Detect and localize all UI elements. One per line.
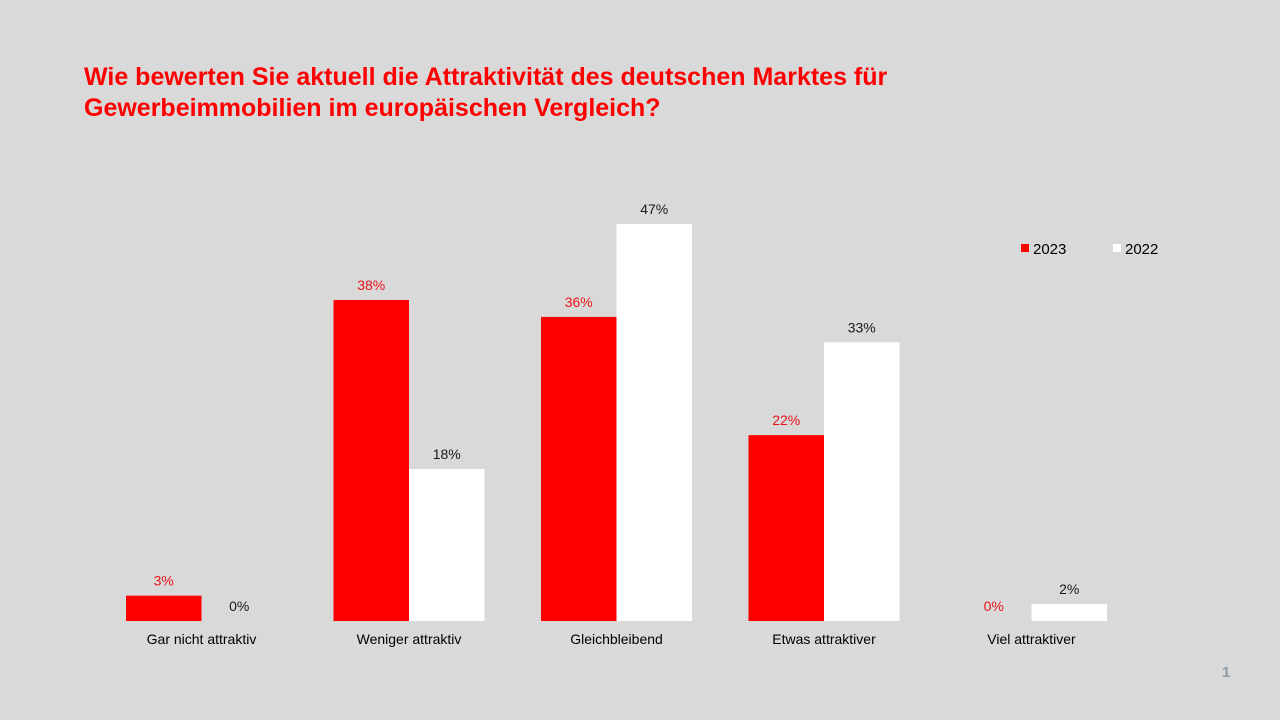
category-label-2: Gleichbleibend: [570, 631, 663, 647]
data-label-2023-3: 22%: [772, 412, 800, 428]
legend-swatch-2023: [1021, 244, 1029, 252]
bar-2023-3: [748, 435, 824, 621]
category-label-3: Etwas attraktiver: [772, 631, 876, 647]
bar-2023-2: [541, 316, 617, 621]
data-label-2023-1: 38%: [357, 277, 385, 293]
bar-2022-1: [409, 468, 485, 621]
data-label-2022-4: 2%: [1059, 581, 1079, 597]
data-label-2022-3: 33%: [848, 319, 876, 335]
data-label-2022-1: 18%: [433, 446, 461, 462]
legend-label-2023: 2023: [1033, 241, 1066, 258]
legend-label-2022: 2022: [1125, 241, 1158, 258]
chart-title: Wie bewerten Sie aktuell die Attraktivit…: [84, 62, 1084, 124]
legend-swatch-2022: [1113, 244, 1121, 252]
category-label-4: Viel attraktiver: [987, 631, 1076, 647]
bar-2023-0: [126, 595, 202, 621]
chart-title-line-1: Wie bewerten Sie aktuell die Attraktivit…: [84, 63, 888, 91]
slide-number: 1: [1222, 664, 1231, 681]
chart-title-line-2: Gewerbeimmobilien im europäischen Vergle…: [84, 94, 661, 122]
data-label-2023-4: 0%: [984, 598, 1004, 614]
data-label-2023-2: 36%: [565, 294, 593, 310]
bar-2023-1: [333, 300, 409, 621]
data-label-2023-0: 3%: [154, 573, 174, 589]
bar-2022-3: [824, 342, 900, 621]
category-label-0: Gar nicht attraktiv: [147, 631, 257, 647]
data-label-2022-2: 47%: [640, 201, 668, 217]
category-label-1: Weniger attraktiv: [357, 631, 462, 647]
bar-2022-4: [1031, 604, 1107, 621]
data-label-2022-0: 0%: [229, 598, 249, 614]
bar-2022-2: [616, 224, 692, 621]
